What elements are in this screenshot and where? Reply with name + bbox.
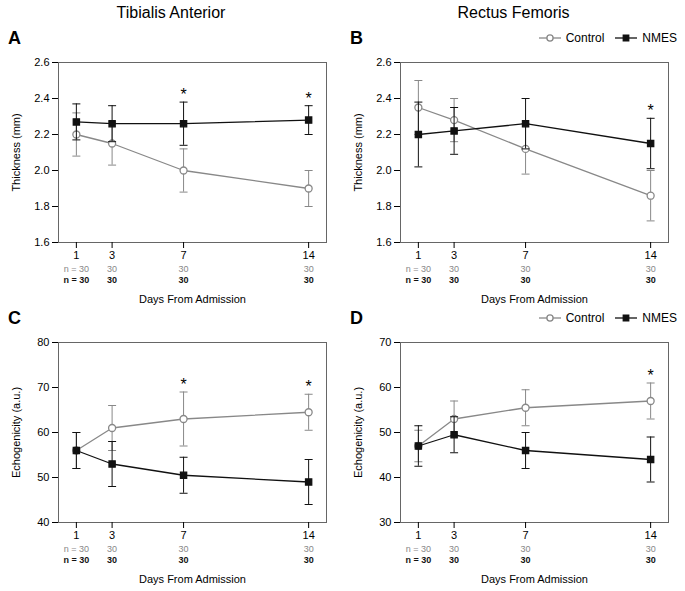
svg-text:Days From Admission: Days From Admission: [139, 293, 246, 305]
svg-text:30: 30: [646, 555, 656, 565]
svg-text:*: *: [306, 378, 312, 395]
svg-text:*: *: [648, 367, 654, 384]
svg-text:70: 70: [37, 381, 49, 393]
svg-text:*: *: [306, 90, 312, 107]
svg-text:14: 14: [645, 249, 657, 261]
svg-text:3: 3: [109, 529, 115, 541]
html-text:Control: Control: [565, 31, 605, 45]
svg-text:30: 30: [646, 275, 656, 285]
svg-text:2.4: 2.4: [376, 92, 391, 104]
svg-text:Days From Admission: Days From Admission: [139, 573, 246, 585]
svg-text:30: 30: [521, 264, 531, 274]
svg-text:2.4: 2.4: [34, 92, 49, 104]
svg-text:14: 14: [303, 249, 315, 261]
svg-text:3: 3: [451, 249, 457, 261]
svg-text:2.2: 2.2: [376, 128, 391, 140]
html-text:A: A: [8, 27, 21, 48]
svg-text:30: 30: [449, 275, 459, 285]
svg-text:30: 30: [107, 544, 117, 554]
html-text:Tibialis Anterior: Tibialis Anterior: [116, 4, 226, 21]
svg-text:30: 30: [304, 275, 314, 285]
svg-text:60: 60: [37, 426, 49, 438]
html-text:Rectus Femoris: Rectus Femoris: [457, 4, 570, 21]
svg-text:*: *: [180, 86, 186, 103]
svg-text:Thickness (mm): Thickness (mm): [352, 113, 364, 191]
svg-text:2.6: 2.6: [34, 56, 49, 68]
svg-text:n = 30: n = 30: [406, 544, 431, 554]
svg-text:50: 50: [37, 471, 49, 483]
svg-text:1: 1: [415, 249, 421, 261]
svg-text:2.0: 2.0: [376, 164, 391, 176]
svg-text:3: 3: [109, 249, 115, 261]
svg-text:30: 30: [179, 544, 189, 554]
svg-text:30: 30: [304, 544, 314, 554]
svg-text:2.0: 2.0: [34, 164, 49, 176]
svg-text:60: 60: [379, 381, 391, 393]
svg-text:Thickness (mm): Thickness (mm): [10, 113, 22, 191]
html-text:NMES: NMES: [642, 31, 677, 45]
svg-text:7: 7: [181, 249, 187, 261]
html-text:B: B: [350, 27, 363, 48]
svg-text:n = 30: n = 30: [64, 264, 89, 274]
svg-text:30: 30: [449, 555, 459, 565]
svg-text:n = 30: n = 30: [405, 555, 431, 565]
svg-text:30: 30: [521, 544, 531, 554]
html-text:NMES: NMES: [642, 311, 677, 325]
svg-text:2.6: 2.6: [376, 56, 391, 68]
svg-text:n = 30: n = 30: [63, 275, 89, 285]
svg-text:Echogenicity (a.u.): Echogenicity (a.u.): [352, 387, 364, 478]
svg-text:7: 7: [523, 249, 529, 261]
svg-text:Echogenicity (a.u.): Echogenicity (a.u.): [10, 387, 22, 478]
svg-text:1: 1: [73, 249, 79, 261]
svg-text:30: 30: [179, 275, 189, 285]
html-text:C: C: [8, 307, 21, 328]
svg-text:*: *: [648, 102, 654, 119]
svg-text:n = 30: n = 30: [406, 264, 431, 274]
svg-text:40: 40: [37, 516, 49, 528]
svg-text:Days From Admission: Days From Admission: [481, 293, 588, 305]
svg-text:40: 40: [379, 471, 391, 483]
svg-text:30: 30: [449, 264, 459, 274]
svg-text:70: 70: [379, 336, 391, 348]
svg-text:14: 14: [645, 529, 657, 541]
svg-text:30: 30: [304, 555, 314, 565]
svg-text:2.2: 2.2: [34, 128, 49, 140]
svg-text:80: 80: [37, 336, 49, 348]
svg-text:1.6: 1.6: [34, 236, 49, 248]
svg-text:30: 30: [304, 264, 314, 274]
svg-text:30: 30: [646, 264, 656, 274]
svg-text:30: 30: [179, 264, 189, 274]
svg-text:n = 30: n = 30: [64, 544, 89, 554]
svg-text:n = 30: n = 30: [405, 275, 431, 285]
svg-text:14: 14: [303, 529, 315, 541]
svg-text:30: 30: [379, 516, 391, 528]
svg-text:30: 30: [179, 555, 189, 565]
svg-text:3: 3: [451, 529, 457, 541]
svg-text:*: *: [180, 376, 186, 393]
html-text:Control: Control: [565, 311, 605, 325]
svg-text:1.8: 1.8: [376, 200, 391, 212]
svg-text:30: 30: [107, 264, 117, 274]
svg-text:30: 30: [646, 544, 656, 554]
html-text:D: D: [350, 307, 363, 328]
svg-text:7: 7: [523, 529, 529, 541]
svg-text:1.8: 1.8: [34, 200, 49, 212]
svg-text:Days From Admission: Days From Admission: [481, 573, 588, 585]
svg-text:30: 30: [449, 544, 459, 554]
svg-text:30: 30: [107, 275, 117, 285]
svg-text:1: 1: [73, 529, 79, 541]
svg-text:30: 30: [521, 275, 531, 285]
svg-text:7: 7: [181, 529, 187, 541]
svg-text:50: 50: [379, 426, 391, 438]
svg-text:30: 30: [107, 555, 117, 565]
svg-text:1: 1: [415, 529, 421, 541]
svg-text:30: 30: [521, 555, 531, 565]
svg-text:1.6: 1.6: [376, 236, 391, 248]
svg-text:n = 30: n = 30: [63, 555, 89, 565]
